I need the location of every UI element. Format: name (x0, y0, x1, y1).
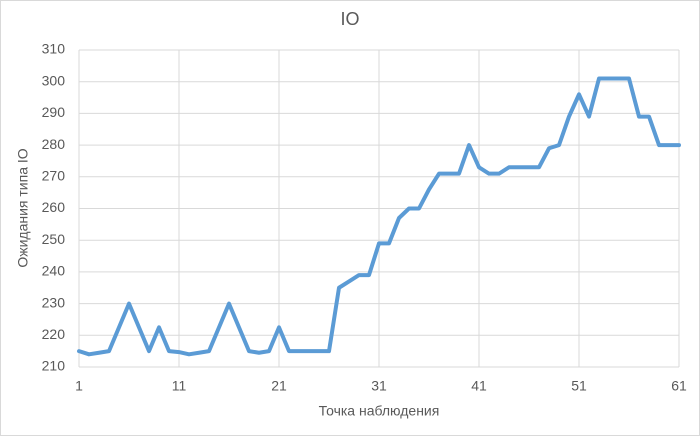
y-tick-label: 230 (42, 294, 66, 310)
y-tick-label: 210 (42, 358, 66, 374)
y-axis-label: Ожидания типа IO (15, 148, 31, 267)
x-tick-label: 31 (371, 378, 387, 394)
y-tick-label: 300 (42, 72, 66, 88)
x-axis-label: Точка наблюдения (319, 403, 440, 419)
y-tick-label: 310 (42, 41, 66, 57)
y-tick-label: 240 (42, 263, 66, 279)
x-tick-label: 51 (571, 378, 587, 394)
y-tick-label: 250 (42, 231, 66, 247)
chart-title: IO (340, 9, 359, 29)
x-tick-label: 61 (671, 378, 687, 394)
y-tick-label: 280 (42, 136, 66, 152)
y-tick-label: 220 (42, 326, 66, 342)
data-line (77, 76, 681, 357)
y-tick-label: 290 (42, 104, 66, 120)
x-tick-label: 41 (471, 378, 487, 394)
y-tick-label: 260 (42, 199, 66, 215)
x-tick-label: 1 (75, 378, 83, 394)
y-tick-label: 270 (42, 168, 66, 184)
x-tick-label: 11 (172, 378, 187, 394)
x-tick-label: 21 (271, 378, 287, 394)
